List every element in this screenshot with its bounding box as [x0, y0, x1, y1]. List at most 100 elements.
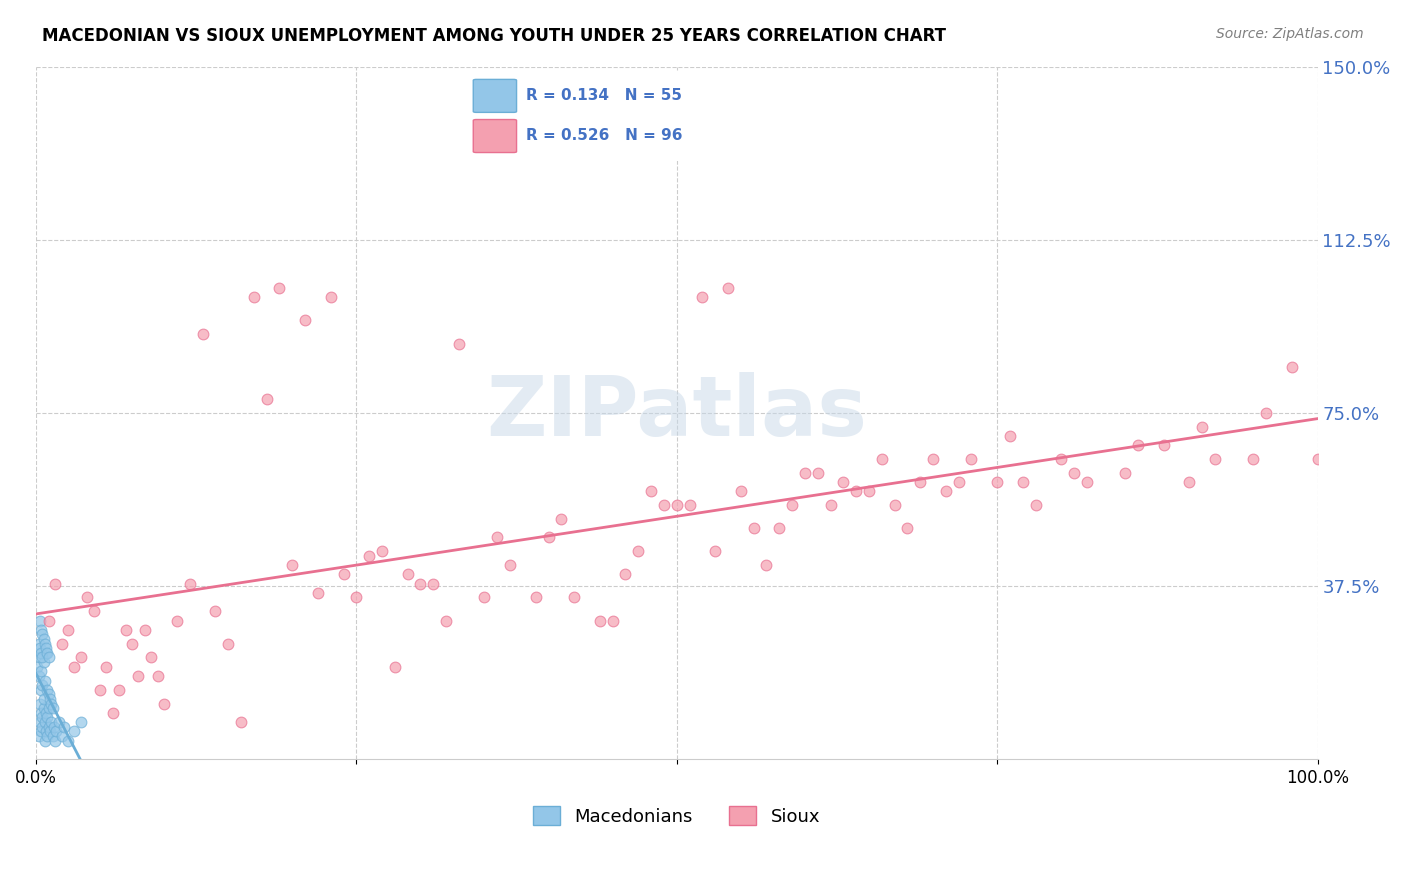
Point [550, 512, 572, 526]
Point [384, 659, 406, 673]
Point [31, 650, 53, 665]
Point [108, 682, 131, 697]
Point [256, 392, 278, 406]
Point [35, 641, 58, 656]
Point [768, 521, 790, 535]
Point [31, 678, 53, 692]
Point [1281, 359, 1303, 374]
Point [870, 452, 893, 467]
Point [832, 475, 855, 489]
Point [31, 710, 53, 724]
Point [34, 715, 56, 730]
Point [38, 614, 60, 628]
Point [730, 484, 752, 499]
FancyBboxPatch shape [458, 70, 779, 162]
Point [27, 637, 49, 651]
Point [281, 558, 304, 573]
Point [858, 484, 880, 499]
Point [121, 637, 143, 651]
Point [35, 724, 58, 739]
Point [243, 290, 266, 304]
Point [30, 682, 52, 697]
Point [39, 724, 62, 739]
Point [28, 715, 51, 730]
Point [37, 710, 59, 724]
Point [44, 576, 66, 591]
Point [89, 682, 111, 697]
Point [692, 290, 714, 304]
Point [30, 724, 52, 739]
Point [537, 531, 560, 545]
Point [960, 452, 983, 467]
Point [83, 604, 105, 618]
Point [34, 733, 56, 747]
Point [48, 715, 70, 730]
Point [935, 484, 957, 499]
Point [44, 733, 66, 747]
Point [34, 673, 56, 688]
Point [51, 729, 73, 743]
Point [319, 290, 342, 304]
Point [359, 549, 381, 563]
Point [34, 637, 56, 651]
FancyBboxPatch shape [474, 120, 516, 153]
Point [409, 576, 432, 591]
Text: ZIPatlas: ZIPatlas [486, 372, 868, 453]
Point [883, 498, 905, 512]
Point [166, 614, 188, 628]
Point [396, 567, 419, 582]
Point [63, 724, 86, 739]
Point [1241, 452, 1264, 467]
Point [986, 475, 1008, 489]
Point [153, 697, 176, 711]
Point [31, 627, 53, 641]
Point [755, 558, 778, 573]
Point [32, 692, 55, 706]
Point [30, 706, 52, 720]
Point [56, 623, 79, 637]
Point [1306, 452, 1329, 467]
Point [146, 669, 169, 683]
Point [896, 521, 918, 535]
Point [627, 544, 650, 558]
Point [998, 429, 1021, 443]
Point [434, 614, 457, 628]
Point [39, 697, 62, 711]
Point [1114, 466, 1136, 480]
Point [134, 623, 156, 637]
Point [32, 632, 55, 646]
Point [37, 682, 59, 697]
Point [447, 336, 470, 351]
Point [30, 623, 52, 637]
Point [717, 281, 740, 295]
Point [25, 659, 48, 673]
Point [524, 591, 547, 605]
Point [39, 692, 62, 706]
Point [665, 498, 688, 512]
Point [229, 715, 252, 730]
Point [269, 281, 291, 295]
Point [53, 720, 76, 734]
Point [562, 591, 585, 605]
Point [332, 567, 354, 582]
Point [32, 701, 55, 715]
Point [41, 701, 63, 715]
Point [63, 659, 86, 673]
Point [793, 466, 815, 480]
Point [28, 614, 51, 628]
Point [69, 650, 91, 665]
Point [37, 646, 59, 660]
Point [1063, 466, 1085, 480]
Point [141, 650, 163, 665]
Point [807, 466, 830, 480]
Text: Source: ZipAtlas.com: Source: ZipAtlas.com [1216, 27, 1364, 41]
Point [127, 669, 149, 683]
Point [1025, 498, 1047, 512]
Point [28, 641, 51, 656]
Point [908, 475, 931, 489]
Point [1204, 452, 1226, 467]
Point [38, 720, 60, 734]
Point [30, 646, 52, 660]
Point [179, 576, 201, 591]
Point [602, 614, 624, 628]
